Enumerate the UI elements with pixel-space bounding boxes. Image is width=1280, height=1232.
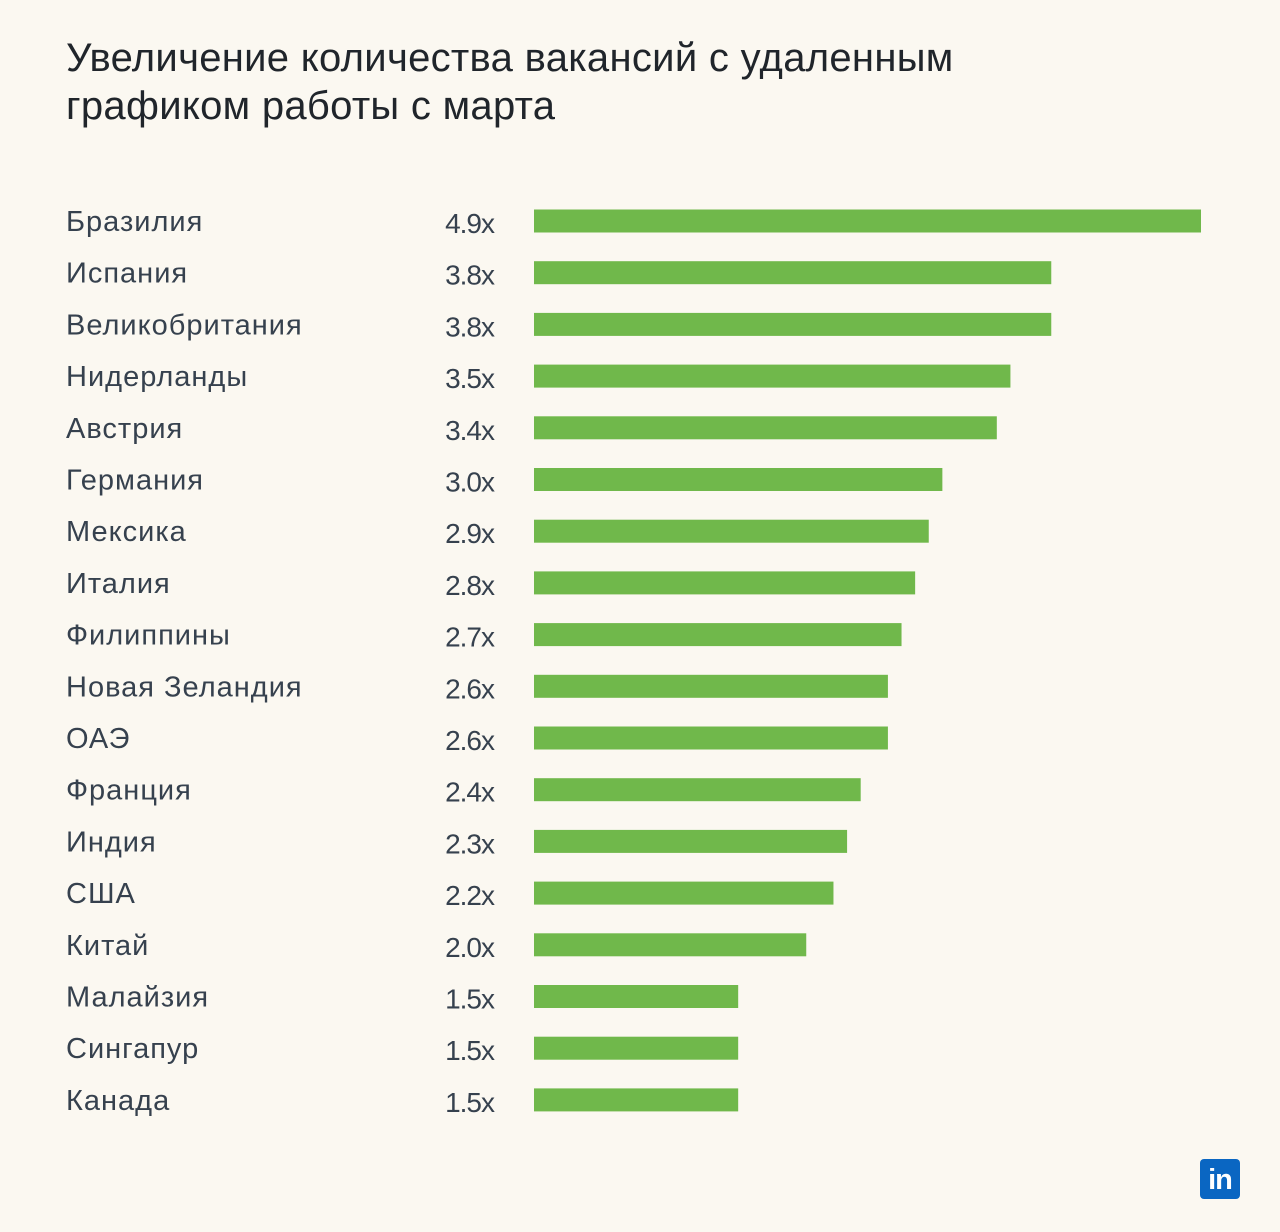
value-label: 4.9x bbox=[445, 208, 495, 239]
value-label: 1.5x bbox=[445, 1087, 495, 1118]
category-label: США bbox=[66, 878, 136, 910]
value-label: 1.5x bbox=[445, 984, 495, 1015]
bar bbox=[534, 674, 888, 698]
value-label: 3.4x bbox=[445, 415, 495, 446]
bar bbox=[534, 623, 902, 647]
category-label: Великобритания bbox=[66, 309, 303, 341]
bar bbox=[534, 312, 1052, 336]
category-label: Нидерланды bbox=[66, 361, 248, 393]
value-label: 2.0x bbox=[445, 932, 495, 963]
category-label: Мексика bbox=[66, 516, 187, 548]
category-label: Испания bbox=[66, 258, 188, 290]
value-label: 3.8x bbox=[445, 260, 495, 291]
category-label: Франция bbox=[66, 775, 192, 807]
category-label: Австрия bbox=[66, 413, 183, 445]
category-label: Филиппины bbox=[66, 620, 231, 652]
bar bbox=[534, 1088, 739, 1112]
category-label: Индия bbox=[66, 826, 157, 858]
value-label: 3.8x bbox=[445, 311, 495, 342]
bar bbox=[534, 468, 943, 491]
linkedin-logo-icon: in bbox=[1200, 1159, 1240, 1199]
bar bbox=[534, 933, 807, 957]
bar bbox=[534, 364, 1011, 388]
bar bbox=[534, 209, 1201, 233]
category-label: Германия bbox=[66, 465, 204, 497]
value-label: 2.7x bbox=[445, 622, 495, 653]
bar bbox=[534, 985, 739, 1008]
chart-title: Увеличение количества вакансий с удаленн… bbox=[66, 36, 954, 128]
value-label: 2.4x bbox=[445, 777, 495, 808]
value-label: 2.3x bbox=[445, 828, 495, 859]
bar bbox=[534, 1036, 739, 1060]
value-label: 2.9x bbox=[445, 518, 495, 549]
value-label: 2.8x bbox=[445, 570, 495, 601]
value-label: 2.6x bbox=[445, 673, 495, 704]
value-label: 1.5x bbox=[445, 1035, 495, 1066]
bar bbox=[534, 778, 861, 802]
category-label: Сингапур bbox=[66, 1033, 199, 1065]
value-label: 2.2x bbox=[445, 880, 495, 911]
category-label: Канада bbox=[66, 1085, 170, 1117]
category-label: Китай bbox=[66, 930, 149, 962]
bar bbox=[534, 829, 848, 853]
bar bbox=[534, 261, 1052, 285]
value-label: 3.5x bbox=[445, 363, 495, 394]
category-label: Бразилия bbox=[66, 206, 203, 238]
value-label: 2.6x bbox=[445, 725, 495, 756]
bar bbox=[534, 726, 888, 750]
category-label: ОАЭ bbox=[66, 723, 130, 755]
category-label: Малайзия bbox=[66, 982, 209, 1014]
value-label: 3.0x bbox=[445, 467, 495, 498]
category-label: Италия bbox=[66, 568, 171, 600]
category-label: Новая Зеландия bbox=[66, 671, 303, 703]
bar bbox=[534, 416, 997, 440]
bar bbox=[534, 571, 916, 595]
bar bbox=[534, 519, 929, 543]
bar bbox=[534, 881, 834, 905]
